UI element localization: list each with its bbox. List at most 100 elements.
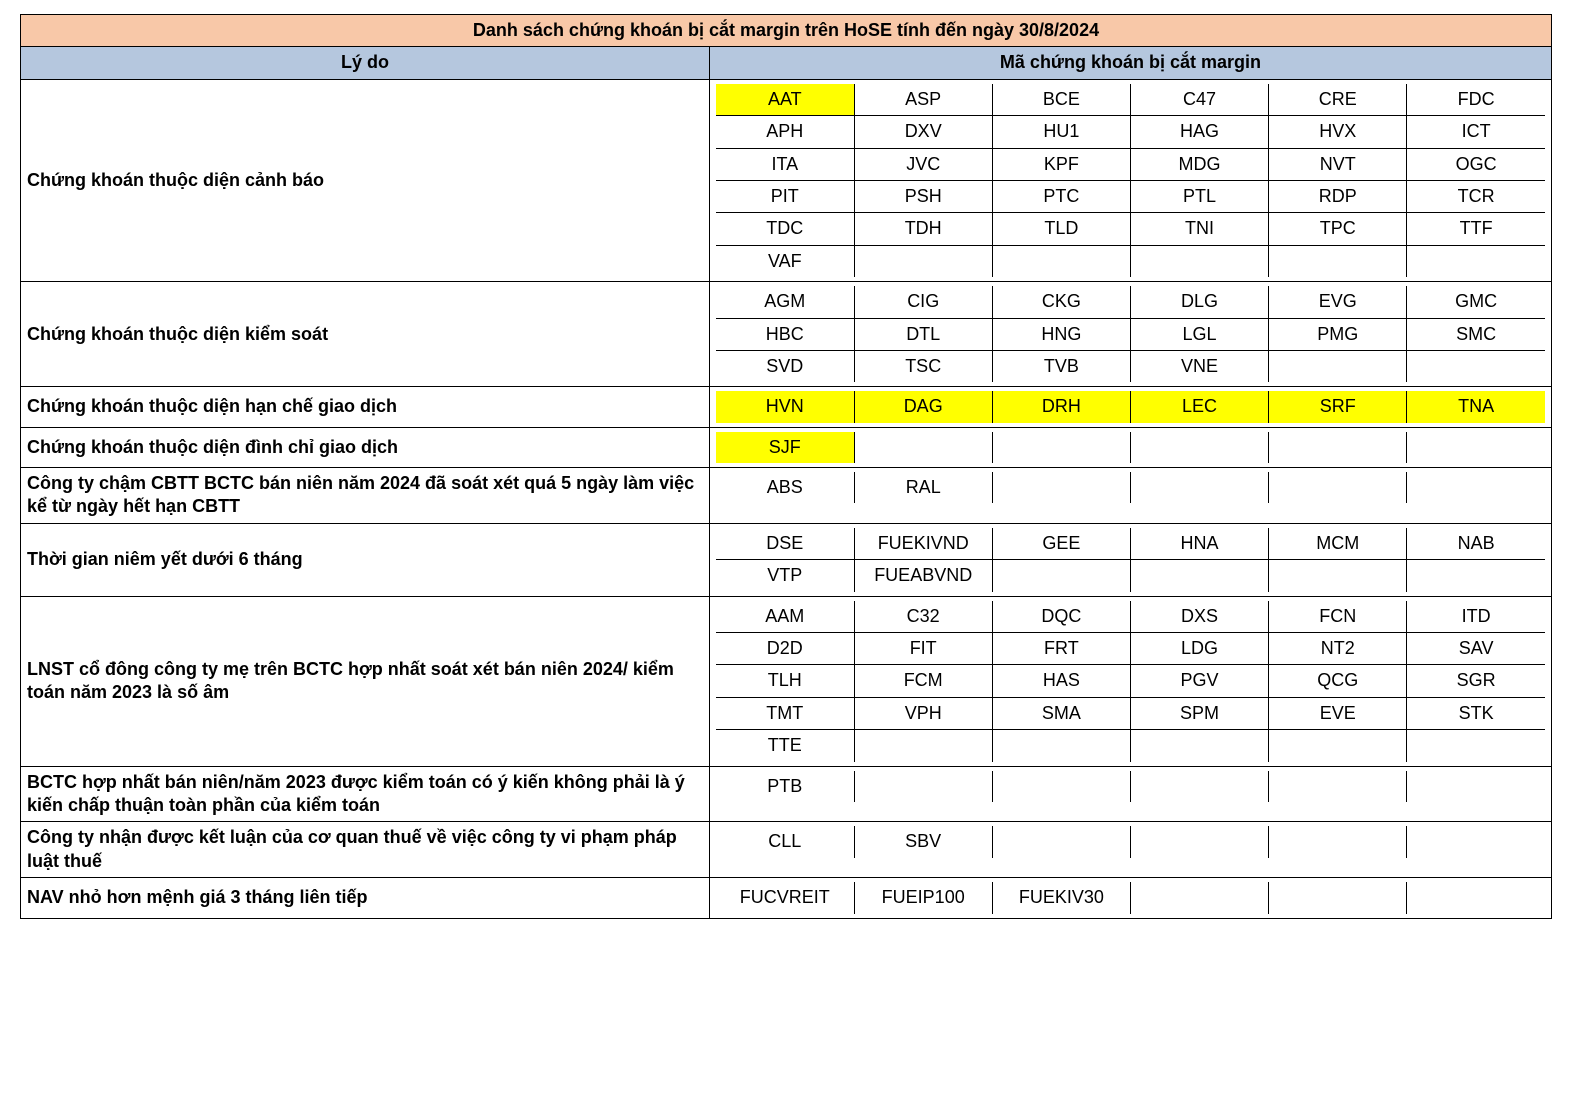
code-row: HBCDTLHNGLGLPMGSMC	[716, 318, 1545, 350]
code-cell: TNA	[1407, 391, 1545, 422]
code-cell	[992, 560, 1130, 592]
code-cell: KPF	[992, 148, 1130, 180]
code-cell: HBC	[716, 318, 854, 350]
code-cell	[1269, 245, 1407, 277]
code-cell: LGL	[1130, 318, 1268, 350]
code-cell: SMA	[992, 697, 1130, 729]
code-cell: FCM	[854, 665, 992, 697]
code-cell: DTL	[854, 318, 992, 350]
code-cell: HVN	[716, 391, 854, 422]
code-cell: TLD	[992, 213, 1130, 245]
code-cell: TPC	[1269, 213, 1407, 245]
code-cell: LEC	[1130, 391, 1268, 422]
code-cell: FUEABVND	[854, 560, 992, 592]
code-cell: TDH	[854, 213, 992, 245]
reason-cell: Công ty nhận được kết luận của cơ quan t…	[21, 822, 710, 878]
reason-cell: Công ty chậm CBTT BCTC bán niên năm 2024…	[21, 468, 710, 524]
code-row: ABSRAL	[716, 472, 1545, 503]
code-row: D2DFITFRTLDGNT2SAV	[716, 633, 1545, 665]
code-cell	[1407, 472, 1545, 503]
code-cell: PMG	[1269, 318, 1407, 350]
code-cell: FUEKIVND	[854, 528, 992, 560]
code-cell	[1130, 730, 1268, 762]
reason-cell: LNST cổ đông công ty mẹ trên BCTC hợp nh…	[21, 596, 710, 766]
code-cell: SRF	[1269, 391, 1407, 422]
code-cell: NT2	[1269, 633, 1407, 665]
code-cell: ITA	[716, 148, 854, 180]
code-cell	[854, 432, 992, 463]
code-cell	[854, 771, 992, 802]
code-cell: FUEKIV30	[992, 882, 1130, 913]
code-cell: DRH	[992, 391, 1130, 422]
code-cell: SAV	[1407, 633, 1545, 665]
code-cell: SVD	[716, 350, 854, 382]
code-cell: TNI	[1130, 213, 1268, 245]
code-row: CLLSBV	[716, 826, 1545, 857]
code-row: VTPFUEABVND	[716, 560, 1545, 592]
code-cell: DSE	[716, 528, 854, 560]
codes-cell: HVNDAGDRHLECSRFTNA	[709, 387, 1551, 427]
code-cell: D2D	[716, 633, 854, 665]
code-cell: MDG	[1130, 148, 1268, 180]
code-cell: ICT	[1407, 116, 1545, 148]
code-cell: TSC	[854, 350, 992, 382]
code-cell: FDC	[1407, 84, 1545, 116]
code-cell: DAG	[854, 391, 992, 422]
reason-cell: Chứng khoán thuộc diện đình chỉ giao dịc…	[21, 427, 710, 467]
code-cell	[1407, 771, 1545, 802]
code-row: AGMCIGCKGDLGEVGGMC	[716, 286, 1545, 318]
code-cell	[1407, 432, 1545, 463]
code-cell: SMC	[1407, 318, 1545, 350]
margin-cut-table: Danh sách chứng khoán bị cắt margin trên…	[20, 14, 1552, 919]
codes-cell: AAMC32DQCDXSFCNITDD2DFITFRTLDGNT2SAVTLHF…	[709, 596, 1551, 766]
code-cell: HAS	[992, 665, 1130, 697]
code-cell: HAG	[1130, 116, 1268, 148]
section-row: Chứng khoán thuộc diện hạn chế giao dịch…	[21, 387, 1552, 427]
code-cell	[1130, 882, 1268, 913]
code-cell: HU1	[992, 116, 1130, 148]
code-cell	[1269, 560, 1407, 592]
code-cell: BCE	[992, 84, 1130, 116]
section-row: Thời gian niêm yết dưới 6 thángDSEFUEKIV…	[21, 523, 1552, 596]
code-cell: SGR	[1407, 665, 1545, 697]
code-row: HVNDAGDRHLECSRFTNA	[716, 391, 1545, 422]
code-cell: FRT	[992, 633, 1130, 665]
reason-cell: Chứng khoán thuộc diện kiểm soát	[21, 282, 710, 387]
code-row: AATASPBCEC47CREFDC	[716, 84, 1545, 116]
code-cell	[1407, 245, 1545, 277]
table-title: Danh sách chứng khoán bị cắt margin trên…	[21, 15, 1552, 47]
codes-cell: AGMCIGCKGDLGEVGGMCHBCDTLHNGLGLPMGSMCSVDT…	[709, 282, 1551, 387]
code-cell: DXS	[1130, 601, 1268, 633]
codes-cell: AATASPBCEC47CREFDCAPHDXVHU1HAGHVXICTITAJ…	[709, 79, 1551, 281]
code-cell: DXV	[854, 116, 992, 148]
codes-cell: DSEFUEKIVNDGEEHNAMCMNABVTPFUEABVND	[709, 523, 1551, 596]
code-cell: STK	[1407, 697, 1545, 729]
code-cell	[1407, 730, 1545, 762]
reason-cell: Chứng khoán thuộc diện hạn chế giao dịch	[21, 387, 710, 427]
code-cell	[1269, 432, 1407, 463]
section-row: LNST cổ đông công ty mẹ trên BCTC hợp nh…	[21, 596, 1552, 766]
header-codes: Mã chứng khoán bị cắt margin	[709, 47, 1551, 79]
section-row: Công ty nhận được kết luận của cơ quan t…	[21, 822, 1552, 878]
reason-cell: Chứng khoán thuộc diện cảnh báo	[21, 79, 710, 281]
code-cell: VNE	[1130, 350, 1268, 382]
code-cell: VTP	[716, 560, 854, 592]
code-cell: NVT	[1269, 148, 1407, 180]
code-cell	[1269, 882, 1407, 913]
code-cell	[1269, 730, 1407, 762]
code-cell	[1407, 826, 1545, 857]
code-row: SVDTSCTVBVNE	[716, 350, 1545, 382]
code-cell	[992, 432, 1130, 463]
code-row: PTB	[716, 771, 1545, 802]
code-cell: PIT	[716, 180, 854, 212]
code-row: ITAJVCKPFMDGNVTOGC	[716, 148, 1545, 180]
code-row: APHDXVHU1HAGHVXICT	[716, 116, 1545, 148]
code-cell: AGM	[716, 286, 854, 318]
section-row: Chứng khoán thuộc diện đình chỉ giao dịc…	[21, 427, 1552, 467]
code-cell: GMC	[1407, 286, 1545, 318]
code-cell: SBV	[854, 826, 992, 857]
code-cell: RDP	[1269, 180, 1407, 212]
code-cell	[1130, 432, 1268, 463]
codes-cell: ABSRAL	[709, 468, 1551, 524]
code-cell: C32	[854, 601, 992, 633]
